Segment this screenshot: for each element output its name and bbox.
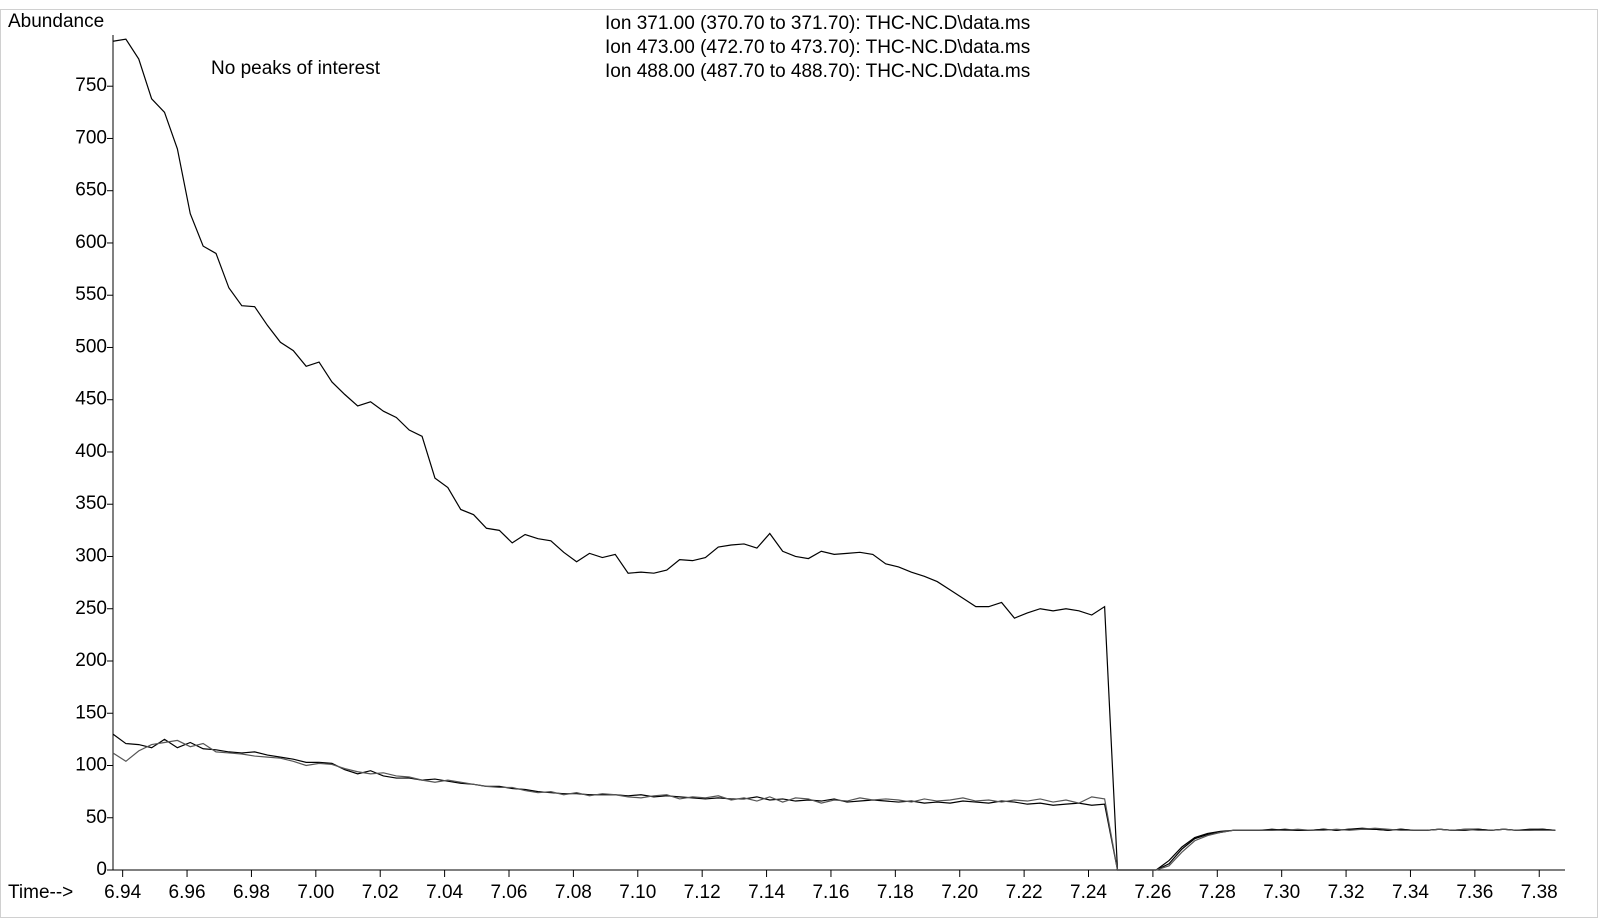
y-axis-label: Abundance <box>8 11 104 32</box>
x-tick-label: 7.10 <box>619 882 656 903</box>
x-tick-label: 6.98 <box>233 882 270 903</box>
x-tick-label: 7.04 <box>426 882 463 903</box>
y-tick-label: 300 <box>75 545 107 566</box>
x-tick-label: 7.24 <box>1070 882 1107 903</box>
y-tick-label: 0 <box>96 859 107 880</box>
y-tick-label: 150 <box>75 702 107 723</box>
y-tick-label: 700 <box>75 127 107 148</box>
series-line <box>112 733 1556 871</box>
annotation: No peaks of interest <box>211 58 381 79</box>
x-tick-label: 7.18 <box>877 882 914 903</box>
x-tick-label: 7.20 <box>941 882 978 903</box>
x-tick-label: 7.28 <box>1199 882 1236 903</box>
series-line <box>112 739 1556 871</box>
x-tick-label: 7.36 <box>1456 882 1493 903</box>
legend-entry: Ion 473.00 (472.70 to 473.70): THC-NC.D\… <box>605 37 1030 58</box>
legend-entry: Ion 488.00 (487.70 to 488.70): THC-NC.D\… <box>605 61 1030 82</box>
x-tick-label: 7.30 <box>1263 882 1300 903</box>
x-tick-label: 7.12 <box>684 882 721 903</box>
x-tick-label: 7.32 <box>1328 882 1365 903</box>
x-tick-label: 7.00 <box>297 882 334 903</box>
y-tick-label: 550 <box>75 284 107 305</box>
frame <box>0 9 1598 918</box>
x-tick-label: 7.34 <box>1392 882 1429 903</box>
y-tick-label: 500 <box>75 336 107 357</box>
x-tick-label: 7.02 <box>362 882 399 903</box>
x-tick-label: 7.08 <box>555 882 592 903</box>
legend-entry: Ion 371.00 (370.70 to 371.70): THC-NC.D\… <box>605 13 1030 34</box>
y-tick-label: 50 <box>86 807 107 828</box>
x-tick-label: 7.06 <box>491 882 528 903</box>
y-tick-label: 600 <box>75 232 107 253</box>
y-tick-label: 250 <box>75 598 107 619</box>
x-tick-label: 7.38 <box>1521 882 1558 903</box>
x-axis-label: Time--> <box>8 882 73 903</box>
x-tick-label: 7.26 <box>1134 882 1171 903</box>
y-tick-label: 200 <box>75 650 107 671</box>
y-tick-label: 750 <box>75 75 107 96</box>
y-tick-label: 350 <box>75 493 107 514</box>
x-tick-label: 7.16 <box>812 882 849 903</box>
series-line <box>112 38 1556 871</box>
y-tick-label: 400 <box>75 441 107 462</box>
y-tick-label: 650 <box>75 180 107 201</box>
x-tick-label: 6.94 <box>104 882 141 903</box>
y-tick-label: 450 <box>75 389 107 410</box>
y-tick-label: 100 <box>75 755 107 776</box>
x-tick-label: 6.96 <box>169 882 206 903</box>
x-tick-label: 7.14 <box>748 882 785 903</box>
x-tick-label: 7.22 <box>1006 882 1043 903</box>
